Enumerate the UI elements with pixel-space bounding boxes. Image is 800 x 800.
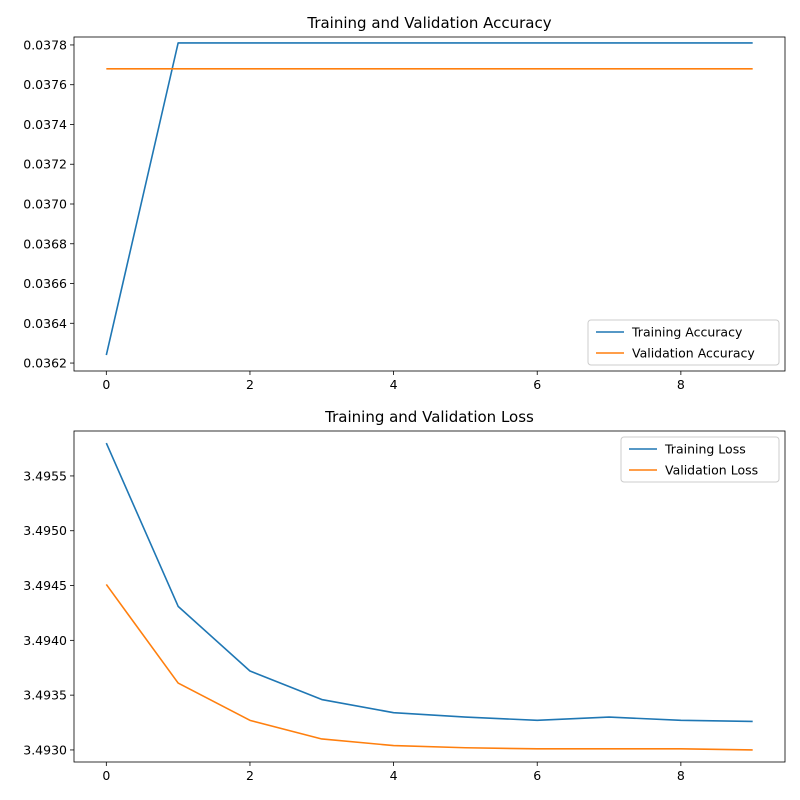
y-tick-label: 0.0364	[23, 316, 67, 331]
y-tick-label: 3.4940	[23, 633, 67, 648]
x-tick-label: 2	[246, 768, 254, 783]
y-tick-label: 0.0370	[23, 197, 67, 212]
x-tick-label: 6	[533, 768, 541, 783]
legend: Training Accuracy Validation Accuracy	[587, 319, 780, 366]
y-tick-label: 0.0368	[23, 236, 67, 251]
y-tick-label: 0.0366	[23, 276, 67, 291]
x-tick-label: 4	[390, 377, 398, 392]
x-tick-label: 6	[533, 377, 541, 392]
legend-label: Validation Loss	[665, 463, 758, 478]
legend-box	[587, 319, 780, 366]
y-tick-label: 0.0376	[23, 77, 67, 92]
x-tick-label: 8	[677, 768, 685, 783]
series-line-training-accuracy	[105, 42, 753, 356]
legend-label: Training Loss	[664, 442, 746, 457]
chart-title: Training and Validation Accuracy	[306, 14, 551, 32]
x-tick-label: 0	[102, 768, 110, 783]
legend-box	[620, 436, 780, 483]
y-tick-label: 0.0362	[23, 356, 67, 371]
legend-label: Training Accuracy	[631, 325, 743, 340]
x-tick-label: 0	[102, 377, 110, 392]
x-tick-label: 8	[677, 377, 685, 392]
y-tick-label: 3.4935	[23, 688, 67, 703]
accuracy-chart: Training and Validation Accuracy 0 2 4 6 8 0.…	[23, 14, 786, 392]
x-tick-label: 4	[390, 768, 398, 783]
y-tick-label: 3.4955	[23, 468, 67, 483]
series-line-training-loss	[105, 442, 753, 723]
legend: Training Loss Validation Loss	[620, 436, 780, 483]
legend-label: Validation Accuracy	[632, 346, 755, 361]
chart-title: Training and Validation Loss	[324, 408, 534, 426]
y-tick-label: 3.4945	[23, 578, 67, 593]
y-tick-label: 3.4950	[23, 523, 67, 538]
y-tick-label: 3.4930	[23, 742, 67, 757]
y-tick-label: 0.0378	[23, 37, 67, 52]
y-tick-label: 0.0374	[23, 117, 67, 132]
series-line-validation-loss	[105, 583, 753, 751]
y-tick-label: 0.0372	[23, 157, 67, 172]
plot-area	[73, 430, 786, 763]
loss-chart: Training and Validation Loss 0 2 4 6 8 3.4930…	[23, 408, 786, 783]
x-tick-label: 2	[246, 377, 254, 392]
